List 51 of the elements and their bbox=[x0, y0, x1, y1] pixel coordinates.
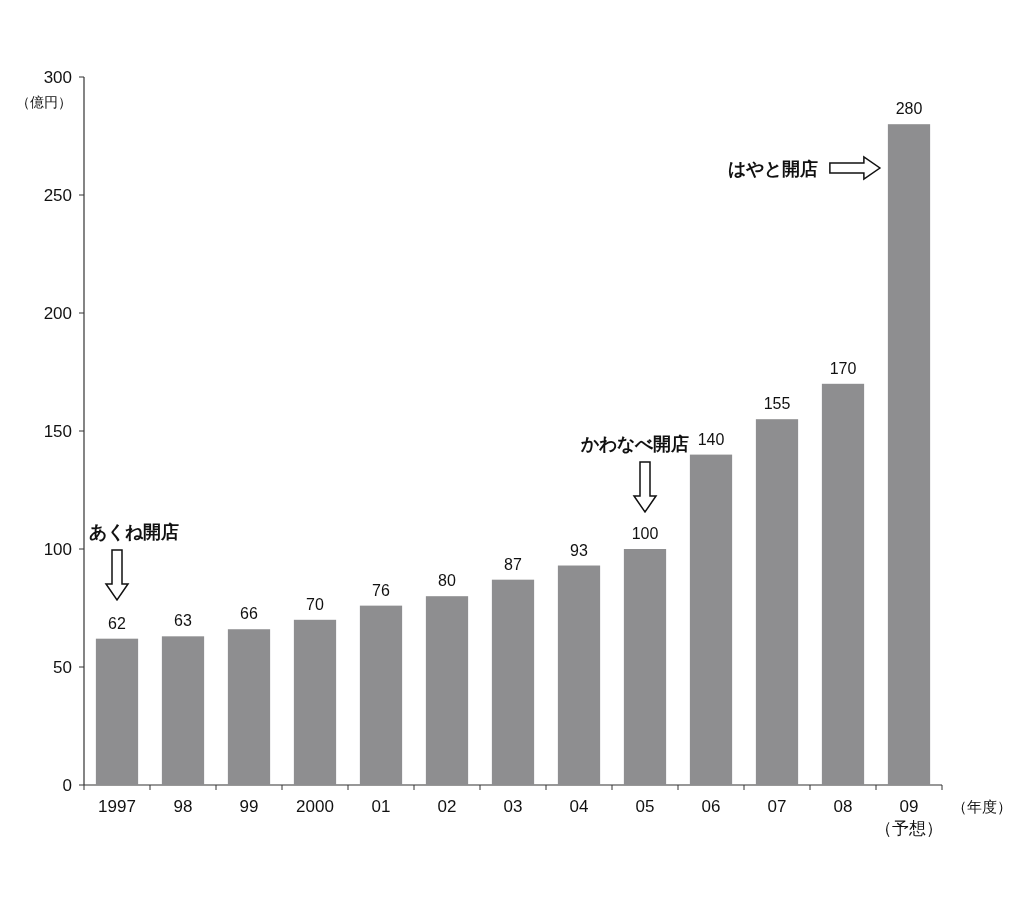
bar bbox=[95, 638, 139, 785]
data-label: 100 bbox=[631, 525, 659, 542]
data-label: 70 bbox=[306, 595, 324, 613]
bar bbox=[689, 454, 733, 785]
x-tick-label: 99 bbox=[239, 797, 259, 816]
data-label: 140 bbox=[697, 430, 725, 448]
data-label: 63 bbox=[174, 612, 192, 630]
x-tick-label: 03 bbox=[503, 797, 523, 816]
data-label: 155 bbox=[763, 395, 791, 413]
bar bbox=[821, 383, 865, 785]
annotation: はやと開店 bbox=[727, 159, 818, 179]
data-label: 76 bbox=[372, 581, 390, 599]
y-tick-label: 100 bbox=[43, 540, 72, 559]
data-label: 170 bbox=[829, 359, 857, 377]
bar bbox=[491, 579, 535, 785]
annotation: あくね開店 bbox=[89, 522, 179, 542]
bar bbox=[227, 629, 271, 785]
data-label: 87 bbox=[504, 555, 522, 573]
bar bbox=[887, 124, 931, 785]
data-label: 62 bbox=[108, 614, 126, 632]
y-tick-label: 250 bbox=[43, 186, 72, 205]
bar bbox=[359, 605, 403, 785]
y-tick-label: 50 bbox=[53, 658, 72, 677]
x-tick-label: 01 bbox=[371, 797, 391, 816]
x-tick-label: 06 bbox=[701, 797, 721, 816]
x-tick-label: 1997 bbox=[98, 797, 136, 816]
y-tick-label: 0 bbox=[62, 776, 72, 795]
data-label: 93 bbox=[570, 541, 588, 559]
bar bbox=[755, 419, 799, 785]
annotation: かわなべ開店 bbox=[580, 434, 689, 454]
x-tick-label: 05 bbox=[635, 797, 655, 816]
x-tick-label: 98 bbox=[173, 797, 193, 816]
x-tick-label: 02 bbox=[437, 797, 457, 816]
data-label: 280 bbox=[895, 100, 923, 118]
bar bbox=[293, 619, 337, 785]
bar bbox=[557, 565, 601, 785]
data-label: 80 bbox=[438, 572, 456, 590]
y-axis-title: （億円） bbox=[16, 94, 72, 110]
x-tick-label: 04 bbox=[569, 797, 589, 816]
x-tick-label: 08 bbox=[833, 797, 853, 816]
bar bbox=[161, 636, 205, 785]
y-tick-label: 200 bbox=[43, 304, 72, 323]
y-tick-label: 150 bbox=[43, 422, 72, 441]
x-tick-label: 07 bbox=[767, 797, 787, 816]
y-tick-label: 300 bbox=[43, 68, 72, 87]
x-tick-label: 2000 bbox=[296, 797, 334, 816]
x-axis-title: （年度） bbox=[952, 798, 1012, 815]
bar bbox=[623, 549, 667, 785]
data-label: 66 bbox=[240, 605, 258, 623]
bar bbox=[425, 596, 469, 785]
x-tick-label: 09 （予想） bbox=[875, 797, 943, 839]
